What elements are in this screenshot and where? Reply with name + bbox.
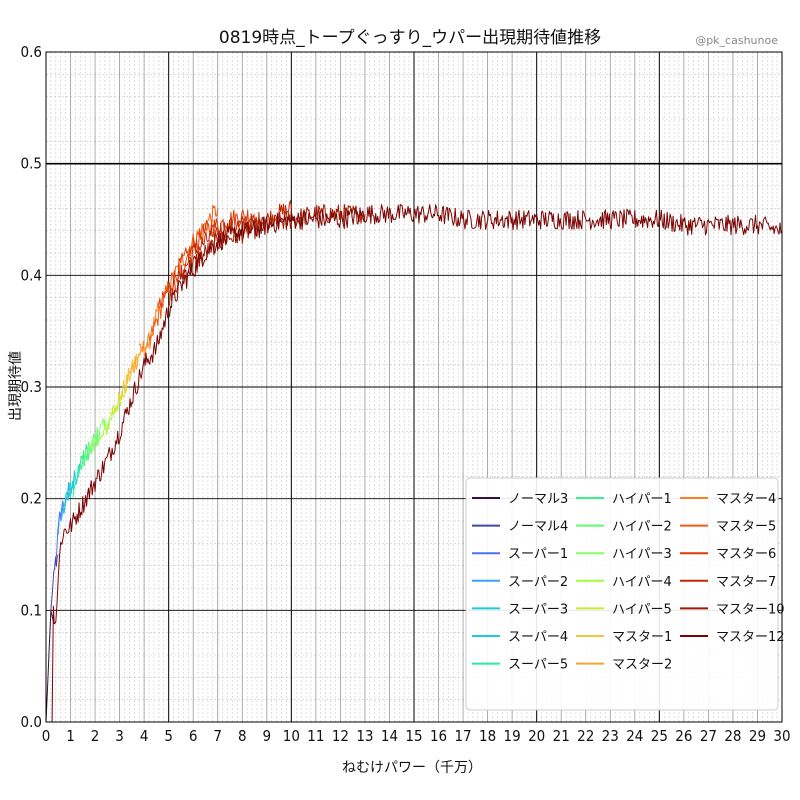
- x-tick-label: 6: [189, 727, 198, 745]
- x-tick-label: 10: [283, 727, 300, 745]
- x-tick-label: 17: [454, 727, 471, 745]
- legend-label: ノーマル3: [508, 492, 568, 507]
- y-axis-label: 出現期待値: [8, 351, 24, 421]
- legend-label: スーパー4: [508, 630, 568, 645]
- y-tick-label: 0.6: [21, 43, 42, 61]
- x-tick-label: 1: [66, 727, 75, 745]
- y-tick-label: 0.4: [21, 266, 42, 284]
- x-tick-label: 24: [626, 727, 643, 745]
- legend-label: ハイパー1: [612, 492, 672, 507]
- legend-label: ハイパー3: [612, 547, 672, 562]
- y-tick-label: 0.0: [21, 713, 42, 731]
- legend-label: ハイパー2: [612, 520, 672, 535]
- plot-frame: [45, 51, 783, 723]
- legend-label: スーパー5: [508, 658, 568, 673]
- y-tick-label: 0.1: [21, 601, 42, 619]
- x-tick-label: 13: [356, 727, 373, 745]
- series-line-12: [109, 373, 130, 417]
- y-tick-label: 0.2: [21, 490, 42, 508]
- x-tick-label: 29: [749, 727, 766, 745]
- legend-label: マスター12: [716, 630, 785, 645]
- legend-label: スーパー2: [508, 575, 568, 590]
- x-tick-label: 21: [553, 727, 570, 745]
- x-tick-label: 0: [42, 727, 51, 745]
- x-axis-label: ねむけパワー（千万）: [342, 760, 482, 776]
- x-tick-label: 11: [307, 727, 324, 745]
- series-line-5: [62, 474, 76, 514]
- legend-label: マスター7: [716, 575, 776, 590]
- series-line-15: [138, 301, 160, 357]
- x-tick-label: 14: [381, 727, 398, 745]
- x-tick-label: 3: [115, 727, 124, 745]
- x-tick-label: 2: [91, 727, 100, 745]
- x-tick-label: 25: [651, 727, 668, 745]
- x-tick-label: 26: [675, 727, 692, 745]
- chart-title: 0819時点_トープぐっすり_ウパー出現期待値推移: [219, 28, 601, 48]
- x-tick-label: 28: [724, 727, 741, 745]
- series-line-2: [50, 554, 59, 611]
- series-line-11: [99, 397, 120, 441]
- series-line-6: [67, 463, 81, 501]
- legend-label: マスター10: [716, 602, 785, 617]
- series-layer: [45, 200, 783, 723]
- legend-label: ノーマル4: [508, 520, 568, 535]
- y-tick-labels: 0.0 0.1 0.2 0.3 0.4 0.5 0.6: [21, 43, 42, 731]
- series-line-19: [180, 204, 366, 281]
- y-tick-label: 0.3: [21, 378, 42, 396]
- x-tick-label: 16: [430, 727, 447, 745]
- y-tick-label: 0.5: [21, 155, 42, 173]
- legend-label: マスター2: [612, 658, 672, 673]
- x-tick-label: 15: [405, 727, 422, 745]
- x-tick-label: 19: [504, 727, 521, 745]
- x-tick-label: 27: [700, 727, 717, 745]
- legend-label: マスター1: [612, 630, 672, 645]
- series-line-20: [46, 204, 783, 723]
- series-line-16: [148, 204, 219, 341]
- x-tick-labels: 0 1 2 3 4 5 6 7 8 9 10 11 12 13 14 15 16 17 18 19 20 21 22 23 24…: [42, 727, 791, 745]
- legend-label: ハイパー5: [612, 602, 672, 617]
- x-tick-label: 22: [577, 727, 594, 745]
- legend-label: ハイパー4: [612, 575, 672, 590]
- x-tick-label: 23: [602, 727, 619, 745]
- legend-box: [465, 477, 779, 711]
- legend-label: マスター5: [716, 520, 776, 535]
- x-tick-label: 5: [164, 727, 173, 745]
- legend-label: スーパー1: [508, 547, 568, 562]
- legend: ノーマル3 ノーマル4 スーパー1 スーパー2 スーパー3 スーパー4 スーパー5 ハイパー1…: [465, 477, 785, 711]
- series-line-9: [82, 426, 101, 466]
- x-tick-label: 30: [773, 727, 790, 745]
- x-tick-label: 9: [263, 727, 272, 745]
- legend-label: スーパー3: [508, 602, 568, 617]
- x-tick-label: 12: [332, 727, 349, 745]
- series-line-1: [45, 609, 54, 723]
- watermark: @pk_cashunoe: [695, 34, 778, 47]
- x-tick-label: 4: [140, 727, 149, 745]
- x-tick-label: 7: [213, 727, 222, 745]
- x-tick-label: 18: [479, 727, 496, 745]
- series-line-8: [77, 444, 91, 476]
- x-tick-label: 8: [238, 727, 247, 745]
- x-tick-label: 20: [528, 727, 545, 745]
- series-line-13: [119, 353, 140, 400]
- legend-label: マスター6: [716, 547, 776, 562]
- legend-label: マスター4: [716, 492, 776, 507]
